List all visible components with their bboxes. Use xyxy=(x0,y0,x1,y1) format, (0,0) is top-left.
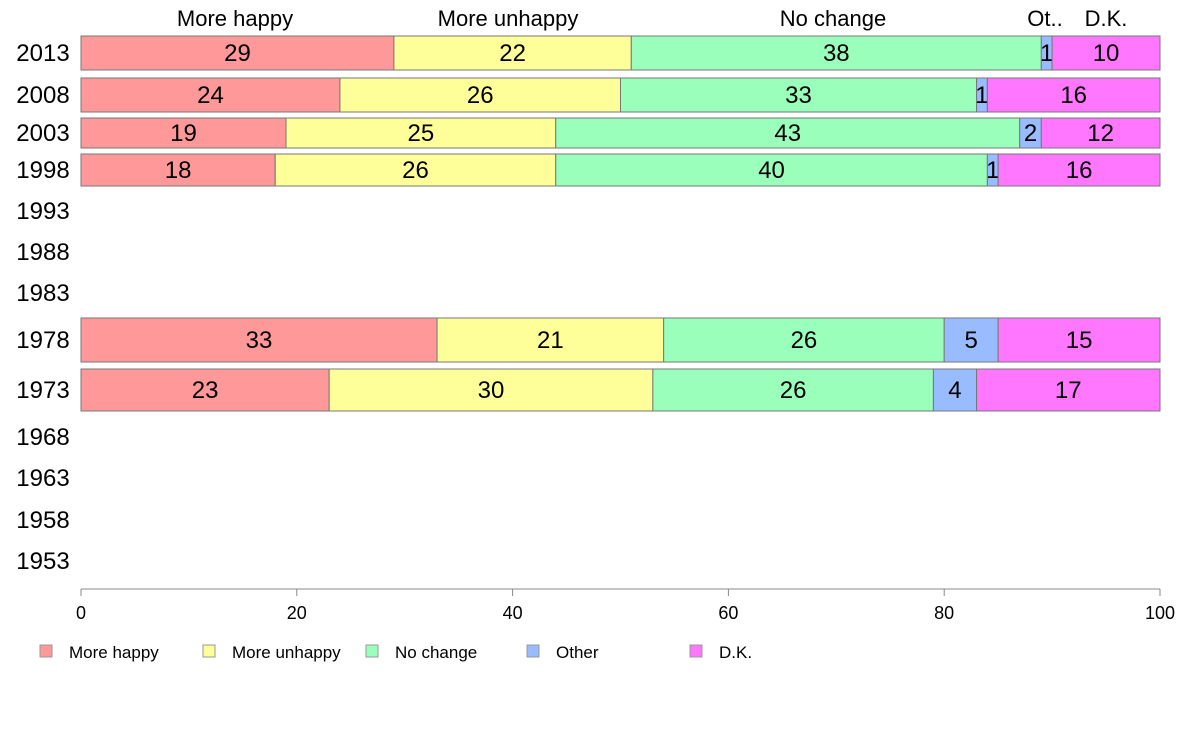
column-header-other: Ot.. xyxy=(1027,6,1062,31)
bar-2008-d-k xyxy=(986,77,1161,113)
value-label-1978-no-change: 26 xyxy=(791,327,818,354)
bar-1998-d-k xyxy=(997,153,1161,187)
value-label-2003-more-unhappy: 25 xyxy=(408,120,435,147)
year-label-1993: 1993 xyxy=(16,198,69,225)
value-label-1998-d-k: 16 xyxy=(1066,157,1093,184)
x-tick-label-40: 40 xyxy=(503,603,523,623)
value-label-1998-other: 1 xyxy=(986,157,999,184)
legend-swatch-no-change xyxy=(365,644,379,658)
legend-label-more-unhappy: More unhappy xyxy=(232,643,341,662)
year-label-1958: 1958 xyxy=(16,507,69,534)
bar-1973-other xyxy=(932,368,978,412)
bar-2013-more-happy xyxy=(80,35,395,71)
bar-2013-no-change xyxy=(630,35,1042,71)
column-header-no-change: No change xyxy=(780,6,886,31)
bar-2013-d-k xyxy=(1051,35,1161,71)
bar-2008-no-change xyxy=(620,77,978,113)
legend-swatch-more-happy xyxy=(39,644,53,658)
value-label-1973-d-k: 17 xyxy=(1055,377,1082,404)
value-label-2008-more-happy: 24 xyxy=(197,82,224,109)
value-label-1998-more-unhappy: 26 xyxy=(402,157,429,184)
bar-1973-more-happy xyxy=(80,368,330,412)
value-label-1998-more-happy: 18 xyxy=(165,157,192,184)
bars-layer: 29 22 38 1 10 24 26 33 1 16 19 25 43 2 12 18 26 40 1 16 33 21… xyxy=(80,35,1161,412)
year-label-2003: 2003 xyxy=(16,120,69,147)
year-label-1988: 1988 xyxy=(16,239,69,266)
legend-swatch-more-unhappy xyxy=(202,644,216,658)
year-label-1983: 1983 xyxy=(16,280,69,307)
bar-1998-more-happy xyxy=(80,153,276,187)
legend-swatch-d-k xyxy=(689,644,703,658)
x-tick-label-20: 20 xyxy=(287,603,307,623)
bar-2008-more-happy xyxy=(80,77,341,113)
value-label-2013-no-change: 38 xyxy=(823,40,850,67)
bar-1978-no-change xyxy=(663,317,945,363)
value-label-2003-d-k: 12 xyxy=(1087,120,1114,147)
bar-1978-more-happy xyxy=(80,317,438,363)
year-label-2013: 2013 xyxy=(16,40,69,67)
bar-2003-d-k xyxy=(1040,117,1161,149)
value-label-2013-d-k: 10 xyxy=(1093,40,1120,67)
value-label-2008-d-k: 16 xyxy=(1060,82,1087,109)
year-label-1973: 1973 xyxy=(16,377,69,404)
value-label-1978-d-k: 15 xyxy=(1066,327,1093,354)
value-label-2003-no-change: 43 xyxy=(774,120,801,147)
legend-label-no-change: No change xyxy=(395,643,477,662)
bar-2008-more-unhappy xyxy=(339,77,621,113)
value-label-2008-more-unhappy: 26 xyxy=(467,82,494,109)
value-label-1978-more-unhappy: 21 xyxy=(537,327,564,354)
value-label-1973-no-change: 26 xyxy=(780,377,807,404)
legend-label-other: Other xyxy=(556,643,599,662)
x-axis: 0 20 40 60 80 100 xyxy=(76,588,1175,623)
column-header-more-happy: More happy xyxy=(177,6,293,31)
x-tick-label-80: 80 xyxy=(934,603,954,623)
bar-2013-more-unhappy xyxy=(393,35,632,71)
bar-1998-no-change xyxy=(555,153,988,187)
value-label-1998-no-change: 40 xyxy=(758,157,785,184)
value-label-2003-more-happy: 19 xyxy=(170,120,197,147)
bar-1978-more-unhappy xyxy=(436,317,665,363)
legend-swatch-other xyxy=(526,644,540,658)
bar-1998-more-unhappy xyxy=(274,153,557,187)
legend: More happy More unhappy No change Other D.K. xyxy=(39,643,752,662)
bar-1978-other xyxy=(943,317,999,363)
bar-1973-more-unhappy xyxy=(328,368,654,412)
column-header-dk: D.K. xyxy=(1085,6,1128,31)
year-label-1978: 1978 xyxy=(16,327,69,354)
legend-label-more-happy: More happy xyxy=(69,643,159,662)
bar-1973-no-change xyxy=(652,368,934,412)
bar-1973-d-k xyxy=(976,368,1161,412)
value-label-2008-other: 1 xyxy=(975,82,988,109)
x-tick-label-60: 60 xyxy=(718,603,738,623)
bar-2003-more-happy xyxy=(80,117,287,149)
value-label-2013-other: 1 xyxy=(1040,40,1053,67)
bar-2003-no-change xyxy=(555,117,1021,149)
x-tick-label-0: 0 xyxy=(76,603,86,623)
value-label-2013-more-happy: 29 xyxy=(224,40,251,67)
year-label-1998: 1998 xyxy=(16,157,69,184)
year-label-1953: 1953 xyxy=(16,548,69,575)
value-label-1978-more-happy: 33 xyxy=(246,327,273,354)
value-label-1973-more-happy: 23 xyxy=(192,377,219,404)
column-header-more-unhappy: More unhappy xyxy=(438,6,579,31)
year-label-1968: 1968 xyxy=(16,424,69,451)
year-labels: 2013 2008 2003 1998 1993 1988 1983 1978 1973 1968… xyxy=(16,40,69,575)
value-label-2008-no-change: 33 xyxy=(785,82,812,109)
year-label-2008: 2008 xyxy=(16,82,69,109)
value-label-1973-more-unhappy: 30 xyxy=(478,377,505,404)
value-label-2013-more-unhappy: 22 xyxy=(499,40,526,67)
x-tick-label-100: 100 xyxy=(1145,603,1175,623)
value-label-2003-other: 2 xyxy=(1024,120,1037,147)
legend-label-d-k: D.K. xyxy=(719,643,752,662)
column-headers: More happy More unhappy No change Ot.. D… xyxy=(177,6,1127,31)
bar-1978-d-k xyxy=(997,317,1161,363)
value-label-1973-other: 4 xyxy=(948,377,961,404)
value-label-1978-other: 5 xyxy=(964,327,977,354)
year-label-1963: 1963 xyxy=(16,465,69,492)
